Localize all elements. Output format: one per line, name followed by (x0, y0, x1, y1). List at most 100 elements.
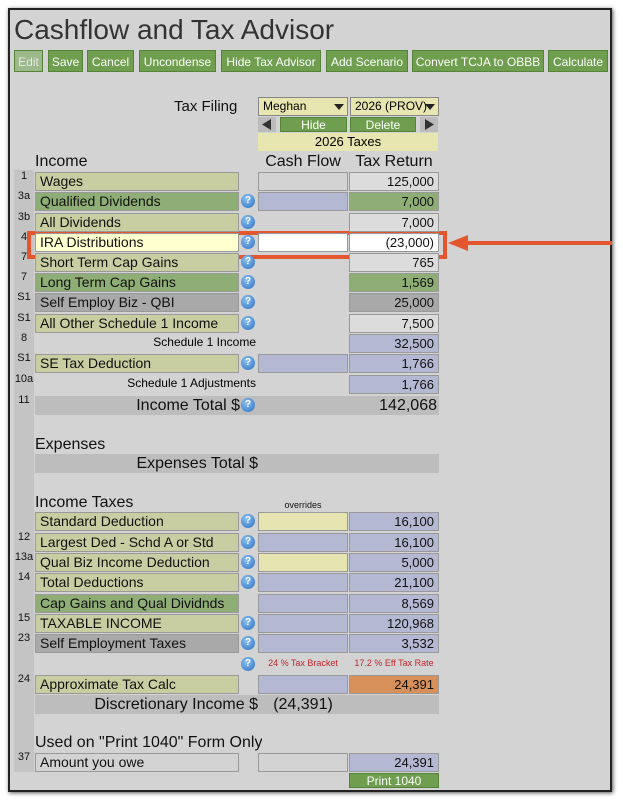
next-arrow[interactable] (420, 117, 438, 132)
help-icon[interactable] (241, 657, 255, 671)
total-label: Expenses Total $ (136, 455, 258, 472)
row-label: TAXABLE INCOME (35, 614, 239, 633)
row-label: Qualified Dividends (35, 192, 239, 211)
line-number-strip (14, 170, 34, 772)
overrides-label: overrides (284, 500, 322, 510)
line-number: S1 (17, 291, 31, 303)
cash-flow-cell[interactable] (258, 512, 348, 531)
line-number: 14 (17, 571, 31, 583)
cash-flow-cell[interactable] (258, 192, 348, 211)
toolbar-button[interactable]: Save (48, 50, 83, 72)
toolbar-button[interactable]: Calculate (548, 50, 608, 72)
hide-button[interactable]: Hide (280, 117, 347, 132)
help-icon[interactable] (241, 275, 255, 289)
year-select[interactable]: 2026 (PROV) (350, 97, 439, 116)
total-bar (35, 454, 439, 473)
help-icon[interactable] (241, 235, 255, 249)
line-number: 4 (20, 231, 28, 243)
line-number: 12 (17, 531, 31, 543)
delete-button[interactable]: Delete (350, 117, 416, 132)
row-label: Self Employ Biz - QBI (35, 293, 239, 312)
line-number: 13a (14, 551, 34, 563)
app-title: Cashflow and Tax Advisor (14, 14, 335, 45)
total-bar (35, 695, 439, 714)
row-label: Total Deductions (35, 573, 239, 592)
help-icon[interactable] (241, 514, 255, 528)
cash-flow-cell[interactable] (258, 533, 348, 552)
cash-flow-cell[interactable] (258, 354, 348, 373)
row-label: All Other Schedule 1 Income (35, 314, 239, 333)
row-label: Schedule 1 Income (153, 335, 256, 349)
tax-bracket: 24 % Tax Bracket (268, 658, 338, 668)
help-icon[interactable] (241, 398, 255, 412)
help-icon[interactable] (241, 295, 255, 309)
help-icon[interactable] (241, 356, 255, 370)
column-header: Tax Return (355, 153, 433, 170)
tax-return-cell: 16,100 (349, 533, 439, 552)
tax-return-cell[interactable]: (23,000) (349, 233, 439, 252)
prev-arrow[interactable] (258, 117, 276, 132)
row-label: IRA Distributions (35, 233, 239, 252)
line-number: 11 (18, 394, 30, 406)
cash-flow-cell[interactable] (258, 553, 348, 572)
tax-year-title: 2026 Taxes (258, 133, 438, 151)
dropdown-caret (425, 104, 435, 110)
row-label: Amount you owe (35, 753, 239, 772)
toolbar-button[interactable]: Edit (14, 50, 43, 72)
row-label: All Dividends (35, 213, 239, 232)
total-label: Discretionary Income $ (94, 696, 258, 713)
row-label: Long Term Cap Gains (35, 273, 239, 292)
line-number: 1 (20, 170, 28, 182)
print-button[interactable]: Print 1040 (349, 773, 439, 788)
callout-arrow (448, 235, 612, 251)
cash-flow-cell[interactable] (258, 594, 348, 613)
line-number: 24 (17, 673, 31, 685)
section-heading: Income Taxes (35, 494, 134, 511)
row-label: Cap Gains and Qual Dividnds (35, 594, 239, 613)
tax-return-cell: 25,000 (349, 293, 439, 312)
row-label: Short Term Cap Gains (35, 253, 239, 272)
cash-flow-cell[interactable] (258, 614, 348, 633)
cash-flow-cell[interactable] (258, 233, 348, 252)
toolbar-button[interactable]: Hide Tax Advisor (221, 50, 321, 72)
tax-return-cell: 7,500 (349, 314, 439, 333)
row-label: Self Employment Taxes (35, 634, 239, 653)
help-icon[interactable] (241, 636, 255, 650)
line-number: 23 (17, 632, 31, 644)
cash-flow-cell[interactable] (258, 753, 348, 772)
line-number: 10a (14, 373, 34, 385)
toolbar-button[interactable]: Uncondense (139, 50, 216, 72)
line-number: 8 (20, 332, 28, 344)
help-icon[interactable] (241, 535, 255, 549)
cash-flow-cell[interactable] (258, 634, 348, 653)
line-number: S1 (17, 352, 31, 364)
total-value: (24,391) (273, 696, 333, 713)
person-select[interactable]: Meghan (258, 97, 348, 116)
tax-return-cell: 32,500 (349, 334, 439, 353)
line-number: 7 (20, 271, 28, 283)
tax-return-cell: 21,100 (349, 573, 439, 592)
cash-flow-cell[interactable] (258, 675, 348, 694)
row-label: Qual Biz Income Deduction (35, 553, 239, 572)
line-number: 15 (17, 612, 31, 624)
help-icon[interactable] (241, 575, 255, 589)
help-icon[interactable] (241, 316, 255, 330)
total-bar (35, 396, 439, 415)
column-header: Cash Flow (265, 153, 341, 170)
help-icon[interactable] (241, 616, 255, 630)
help-icon[interactable] (241, 194, 255, 208)
cash-flow-cell[interactable] (258, 172, 348, 191)
help-icon[interactable] (241, 255, 255, 269)
line-number: 3b (17, 211, 31, 223)
help-icon[interactable] (241, 555, 255, 569)
row-label: SE Tax Deduction (35, 354, 239, 373)
toolbar-button[interactable]: Cancel (87, 50, 134, 72)
toolbar-button[interactable]: Add Scenario (326, 50, 408, 72)
tax-return-cell: 24,391 (349, 675, 439, 694)
tax-return-cell: 1,766 (349, 354, 439, 373)
help-icon[interactable] (241, 215, 255, 229)
row-label: Approximate Tax Calc (35, 675, 239, 694)
dropdown-caret (334, 104, 344, 110)
cash-flow-cell[interactable] (258, 573, 348, 592)
toolbar-button[interactable]: Convert TCJA to OBBB (412, 50, 544, 72)
